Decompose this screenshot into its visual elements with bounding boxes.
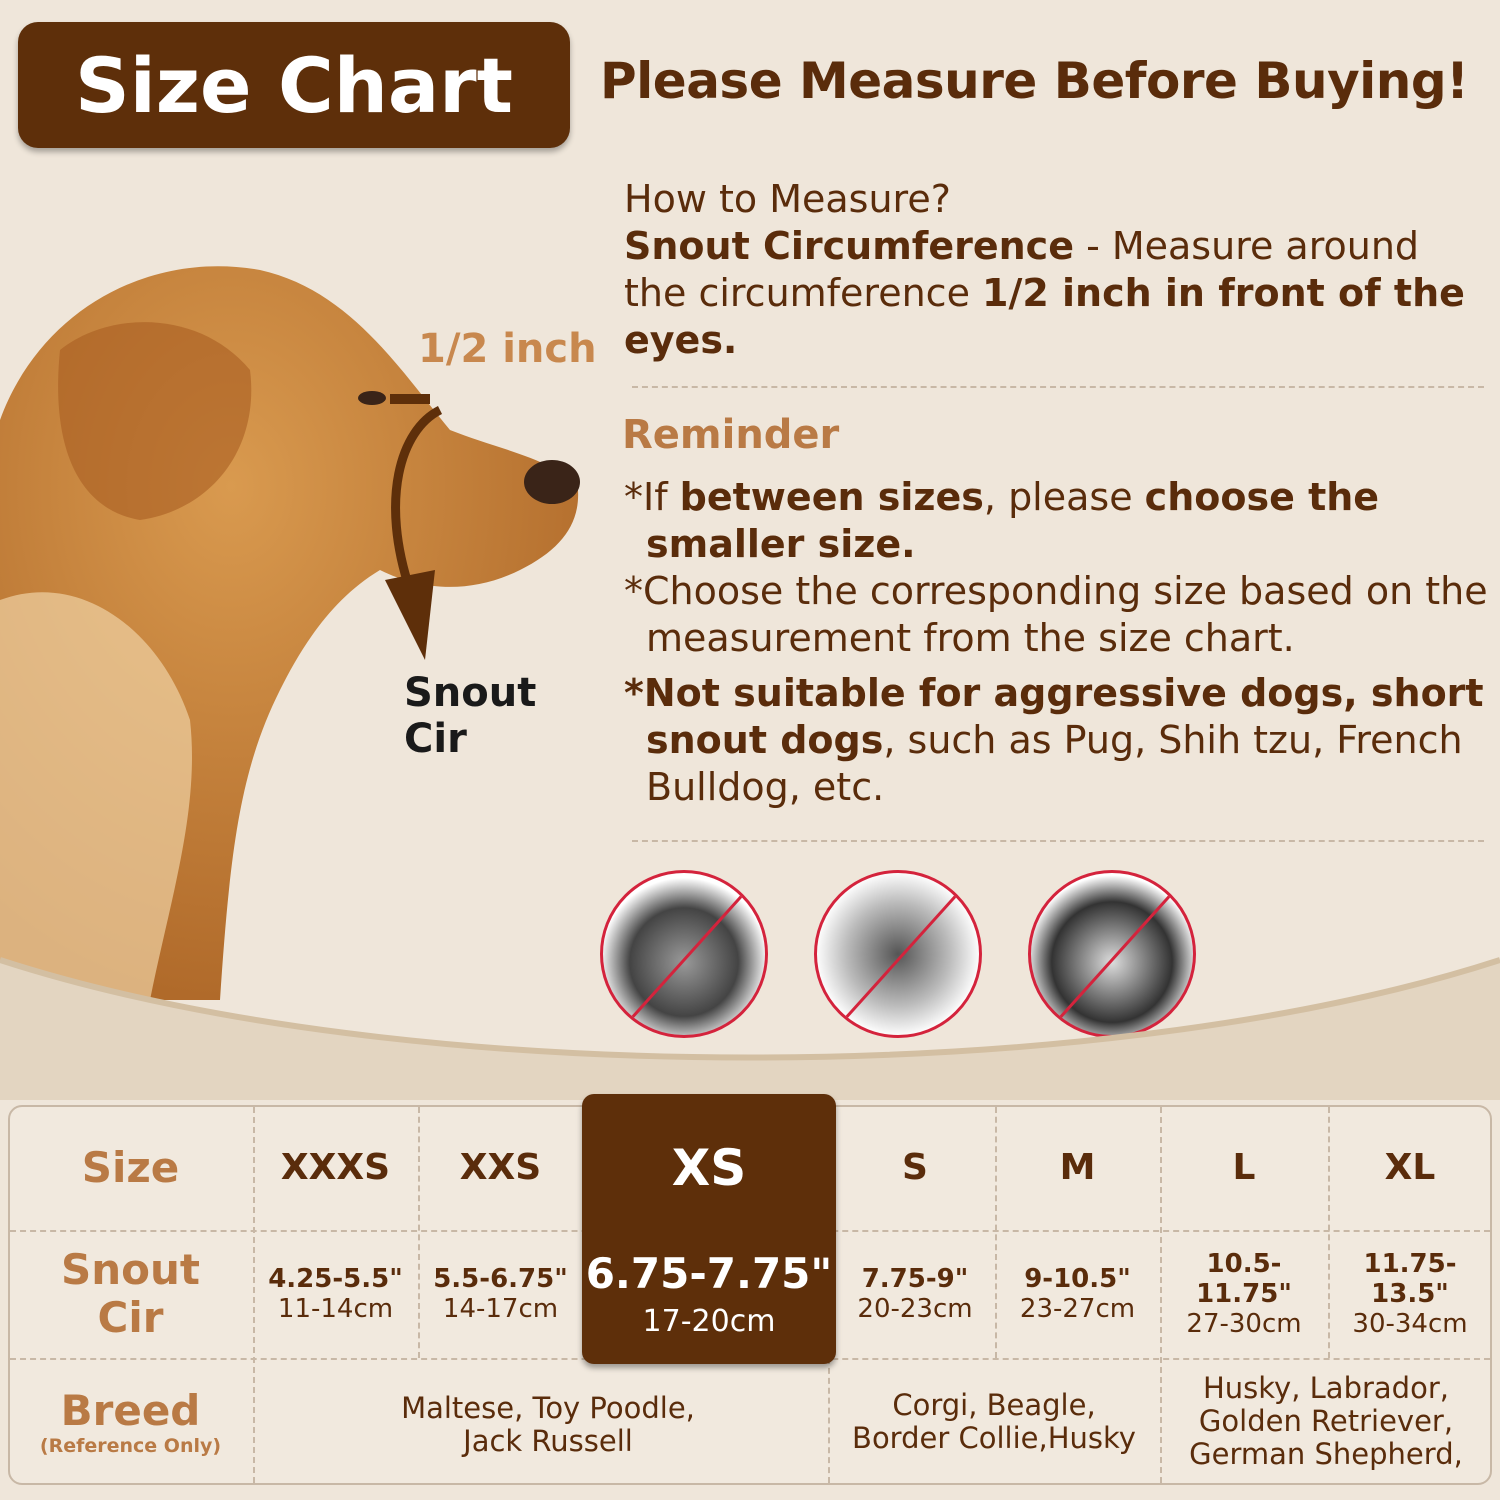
- xs-highlight: [582, 1094, 836, 1364]
- snout-label-line1: Snout: [404, 670, 537, 716]
- snout-row-label: Snout Cir: [61, 1245, 200, 1342]
- size-header-cell: M: [1059, 1147, 1096, 1188]
- breed-label: Breed: [60, 1385, 201, 1435]
- r3a: *Not suitable for aggressive dogs, short…: [624, 671, 1484, 762]
- snout-cm: 17-20cm: [642, 1304, 776, 1339]
- col-divider: [828, 1358, 830, 1483]
- snout-cm: 30-34cm: [1352, 1309, 1468, 1339]
- headline: Please Measure Before Buying!: [600, 52, 1469, 110]
- breed-cell-medium: Corgi, Beagle, Border Collie,Husky: [828, 1358, 1160, 1485]
- r1a: *If: [624, 475, 680, 519]
- breed-line: Husky, Labrador,: [1203, 1371, 1449, 1405]
- r3b: , such as Pug, Shih tzu, French Bulldog,…: [646, 718, 1463, 809]
- snout-cm: 23-27cm: [1019, 1294, 1136, 1324]
- snout-inch: 5.5-6.75": [433, 1264, 568, 1294]
- reminder-heading: Reminder: [622, 412, 840, 458]
- decorative-curve: [0, 957, 1500, 1100]
- reminder-3: *Not suitable for aggressive dogs, short…: [624, 670, 1494, 811]
- snout-cell: 10.5-11.75" 27-30cm: [1160, 1230, 1328, 1358]
- reminder-list: *If between sizes, please choose the sma…: [624, 474, 1494, 811]
- breed-line: Jack Russell: [463, 1424, 633, 1458]
- snout-cell: 4.25-5.5" 11-14cm: [253, 1230, 418, 1358]
- snout-cm: 20-23cm: [857, 1294, 973, 1324]
- measure-arrow-icon: [385, 394, 443, 660]
- snout-inch: 4.25-5.5": [268, 1264, 403, 1294]
- snout-cell: 7.75-9" 20-23cm: [835, 1230, 995, 1358]
- half-inch-label: 1/2 inch: [418, 326, 597, 372]
- snout-cell: 11.75-13.5" 30-34cm: [1328, 1230, 1492, 1358]
- divider: [632, 386, 1484, 388]
- snout-cell: 9-10.5" 23-27cm: [995, 1230, 1160, 1358]
- how-to-bold: 1/2 inch in front of the eyes.: [624, 271, 1465, 362]
- col-divider: [253, 1107, 255, 1483]
- size-header-cell: L: [1232, 1147, 1256, 1188]
- size-header-cell: XXS: [459, 1147, 542, 1188]
- breed-cell-small: Maltese, Toy Poodle, Jack Russell: [253, 1370, 843, 1480]
- how-to-measure: How to Measure? Snout Circumference - Me…: [624, 176, 1484, 364]
- snout-label-line2: Cir: [404, 716, 467, 762]
- reminder-1: *If between sizes, please choose the sma…: [624, 474, 1494, 568]
- breed-note: (Reference Only): [39, 1434, 222, 1457]
- col-divider: [995, 1107, 997, 1358]
- snout-cir-label: Snout Cir: [404, 670, 536, 762]
- r1c: , please: [983, 475, 1145, 519]
- breed-line: Golden Retriever,: [1198, 1404, 1454, 1438]
- col-divider: [1328, 1107, 1330, 1358]
- breed-row-label: Breed (Reference Only): [8, 1358, 253, 1485]
- breed-line: German Shepherd,: [1189, 1437, 1463, 1471]
- size-header-cell: XXXS: [280, 1147, 391, 1188]
- r1d: choose the smaller size.: [646, 475, 1380, 566]
- divider: [632, 840, 1484, 842]
- size-row-label: Size: [81, 1142, 180, 1192]
- breed-line: Corgi, Beagle,: [892, 1387, 1096, 1422]
- snout-cm: 27-30cm: [1186, 1309, 1302, 1339]
- golden-retriever-image: [0, 266, 580, 1001]
- r1b: between sizes: [679, 475, 984, 519]
- snout-inch: 9-10.5": [1024, 1264, 1131, 1294]
- size-header-cell: XL: [1384, 1147, 1436, 1188]
- reminder-2: *Choose the corresponding size based on …: [624, 569, 1488, 660]
- snout-cell: 6.75-7.75" 17-20cm: [583, 1230, 835, 1358]
- no-pug-icon: [814, 870, 982, 1038]
- snout-inch: 6.75-7.75": [585, 1249, 833, 1298]
- snout-cm: 14-17cm: [442, 1294, 559, 1324]
- col-divider: [418, 1107, 420, 1358]
- snout-term: Snout Circumference: [624, 224, 1074, 268]
- no-shih-tzu-icon: [600, 870, 768, 1038]
- how-to-heading: How to Measure?: [624, 177, 951, 221]
- snout-inch: 11.75-13.5": [1363, 1249, 1457, 1309]
- snout-cm: 11-14cm: [277, 1294, 394, 1324]
- snout-inch: 10.5-11.75": [1196, 1249, 1292, 1309]
- breed-line: Maltese, Toy Poodle,: [401, 1391, 695, 1425]
- how-to-text: - Measure around the circumference: [624, 224, 1420, 315]
- col-divider: [1160, 1107, 1162, 1483]
- breed-cell-large: Husky, Labrador, Golden Retriever, German …: [1160, 1358, 1492, 1485]
- snout-cell: 5.5-6.75" 14-17cm: [418, 1230, 583, 1358]
- size-header-cell: XS: [671, 1138, 747, 1197]
- size-header-cell: S: [902, 1147, 928, 1188]
- breed-line: Border Collie,Husky: [852, 1420, 1136, 1455]
- snout-inch: 7.75-9": [861, 1264, 969, 1294]
- size-chart-title: Size Chart: [18, 22, 570, 148]
